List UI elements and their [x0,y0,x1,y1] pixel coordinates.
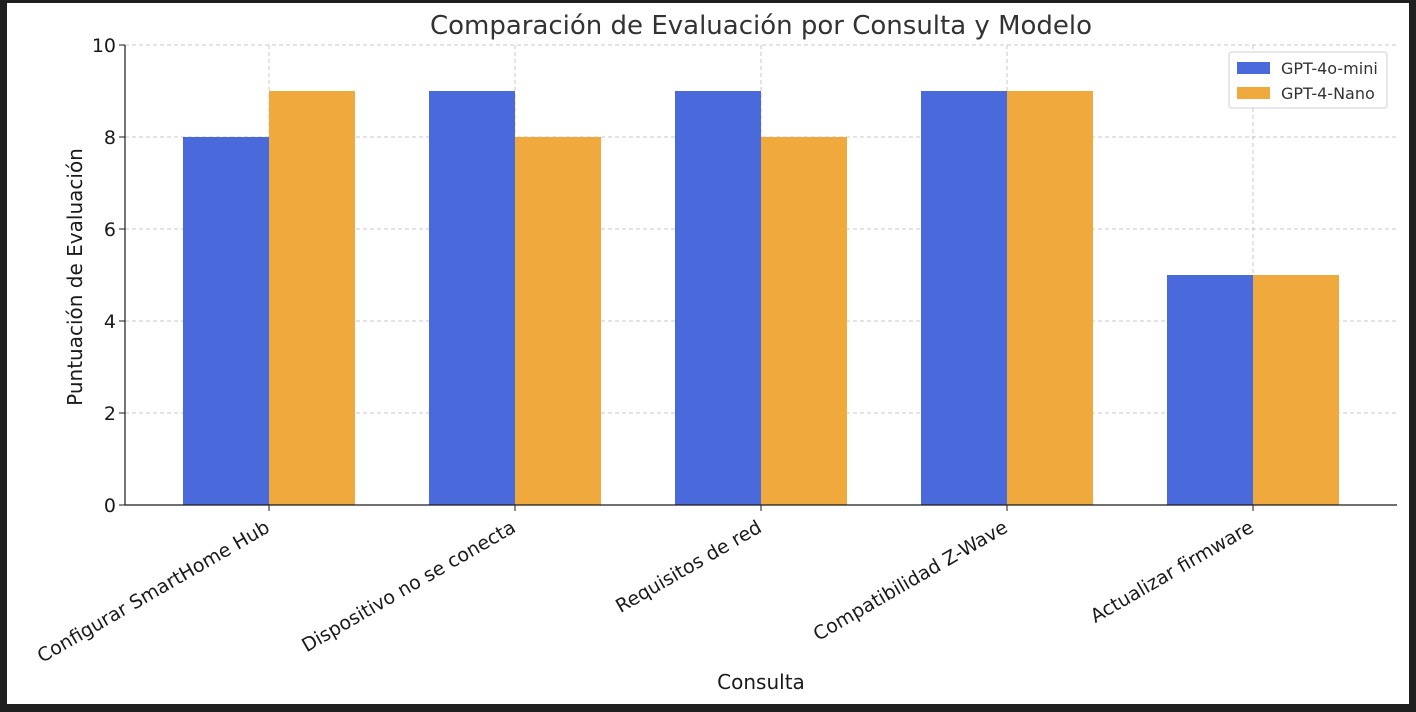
y-tick-label: 10 [92,35,116,57]
bar-gpt-4o-mini-3 [921,91,1007,505]
x-tick-label: Requisitos de red [612,516,766,617]
x-tick-label: Dispositivo no se conecta [298,516,519,657]
bar-gpt-4-nano-1 [515,137,601,505]
axes [119,44,1397,511]
bar-gpt-4o-mini-4 [1167,275,1253,505]
x-tick-label: Actualizar firmware [1087,516,1258,627]
y-tick-label: 8 [104,127,116,149]
bar-gpt-4o-mini-0 [183,137,269,505]
y-axis-label: Puntuación de Evaluación [63,148,87,406]
bars [183,91,1339,505]
y-tick-label: 6 [104,219,116,241]
x-tick-label: Configurar SmartHome Hub [34,516,274,667]
y-tick-label: 4 [104,311,116,333]
legend-label: GPT-4-Nano [1281,84,1375,103]
legend-swatch [1237,87,1270,99]
y-tick-label: 0 [104,495,116,517]
legend-label: GPT-4o-mini [1281,59,1378,78]
chart-title: Comparación de Evaluación por Consulta y… [430,11,1092,41]
y-tick-label: 2 [104,403,116,425]
legend: GPT-4o-mini GPT-4-Nano [1228,51,1388,109]
bar-gpt-4-nano-3 [1007,91,1093,505]
bar-gpt-4-nano-4 [1253,275,1339,505]
bar-gpt-4-nano-0 [269,91,355,505]
bar-chart: Comparación de Evaluación por Consulta y… [34,11,1397,694]
y-tick-labels: 0 2 4 6 8 10 [92,35,116,517]
x-tick-label: Compatibilidad Z-Wave [810,516,1012,645]
bar-gpt-4o-mini-2 [675,91,761,505]
chart-frame: Comparación de Evaluación por Consulta y… [7,3,1409,704]
bar-gpt-4o-mini-1 [429,91,515,505]
x-tick-labels: Configurar SmartHome Hub Dispositivo no s… [34,516,1258,667]
x-axis-label: Consulta [717,670,805,694]
bar-gpt-4-nano-2 [761,137,847,505]
legend-swatch [1237,62,1270,74]
